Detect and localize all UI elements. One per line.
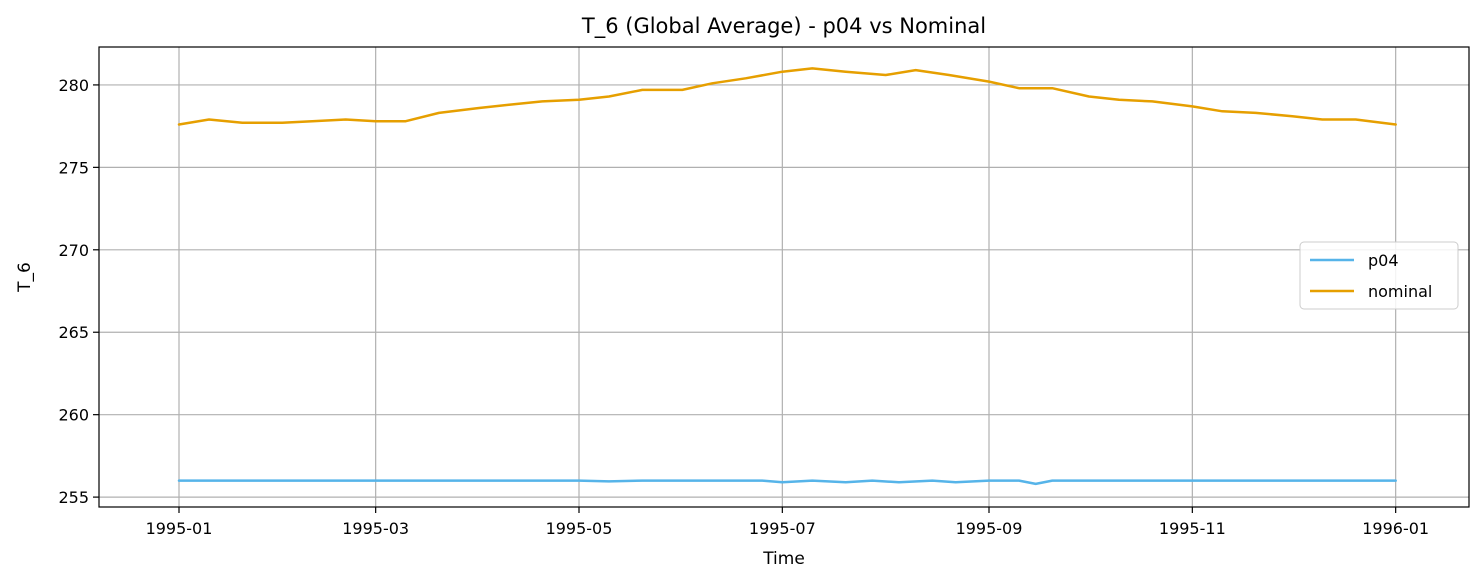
x-tick-label: 1996-01 [1362,519,1429,538]
series-line-nominal [177,67,1397,126]
x-tick-label: 1995-11 [1159,519,1226,538]
y-axis: 255 260 265 270 275 280 [58,76,99,507]
x-tick-label: 1995-05 [546,519,613,538]
legend-label-p04: p04 [1368,251,1399,270]
x-axis-label: Time [762,549,805,569]
y-tick-label: 265 [58,323,89,342]
y-tick-label: 270 [58,241,89,260]
y-tick-label: 260 [58,406,89,425]
legend-label-nominal: nominal [1368,282,1432,301]
x-tick-label: 1995-07 [749,519,816,538]
y-tick-label: 280 [58,76,89,95]
x-tick-label: 1995-01 [146,519,213,538]
legend: p04 nominal [1299,241,1459,310]
x-tick-label: 1995-03 [342,519,409,538]
grid [99,47,1469,507]
x-axis: 1995-01 1995-03 1995-05 1995-07 1995-09 1995-… [146,507,1429,538]
x-tick-label: 1995-09 [956,519,1023,538]
y-tick-label: 255 [58,488,89,507]
y-tick-label: 275 [58,158,89,177]
plot-frame [98,46,1470,508]
chart-title: T_6 (Global Average) - p04 vs Nominal [581,14,986,39]
y-axis-label: T_6 [15,262,35,293]
series-layer [177,67,1397,486]
series-line-p04 [177,479,1397,486]
